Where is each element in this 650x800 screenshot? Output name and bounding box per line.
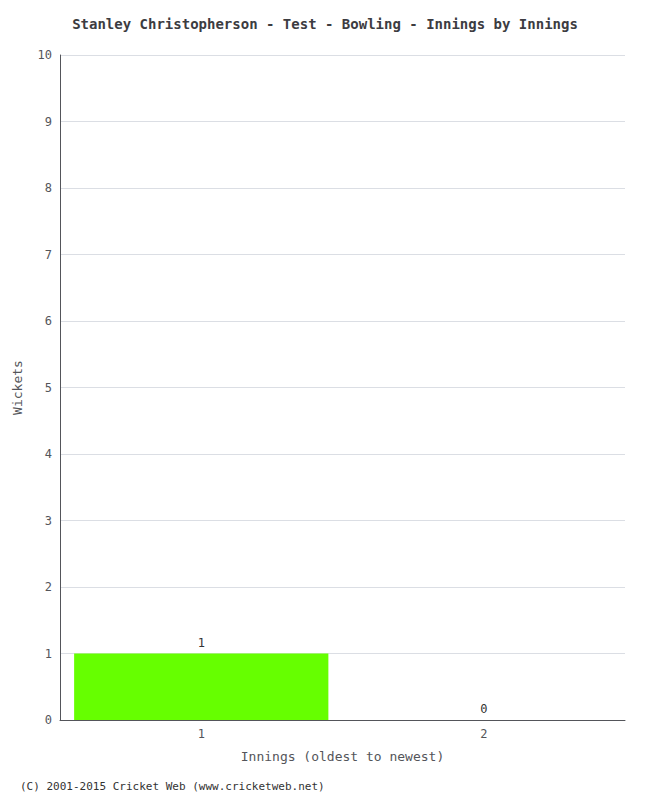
svg-text:9: 9	[45, 115, 52, 129]
svg-text:10: 10	[38, 48, 52, 62]
svg-text:0: 0	[480, 702, 487, 716]
svg-text:6: 6	[45, 314, 52, 328]
svg-text:Innings (oldest to newest): Innings (oldest to newest)	[241, 749, 445, 764]
svg-text:0: 0	[45, 713, 52, 727]
svg-text:1: 1	[45, 647, 52, 661]
svg-text:2: 2	[45, 580, 52, 594]
svg-text:8: 8	[45, 181, 52, 195]
svg-text:Wickets: Wickets	[10, 360, 25, 415]
svg-text:1: 1	[198, 727, 205, 741]
svg-text:7: 7	[45, 248, 52, 262]
svg-text:1: 1	[198, 636, 205, 650]
svg-text:3: 3	[45, 514, 52, 528]
svg-text:4: 4	[45, 447, 52, 461]
svg-text:5: 5	[45, 381, 52, 395]
svg-text:(C) 2001-2015 Cricket Web (www: (C) 2001-2015 Cricket Web (www.cricketwe…	[20, 780, 325, 793]
svg-text:2: 2	[480, 727, 487, 741]
svg-text:Stanley Christopherson - Test: Stanley Christopherson - Test - Bowling …	[72, 16, 578, 32]
